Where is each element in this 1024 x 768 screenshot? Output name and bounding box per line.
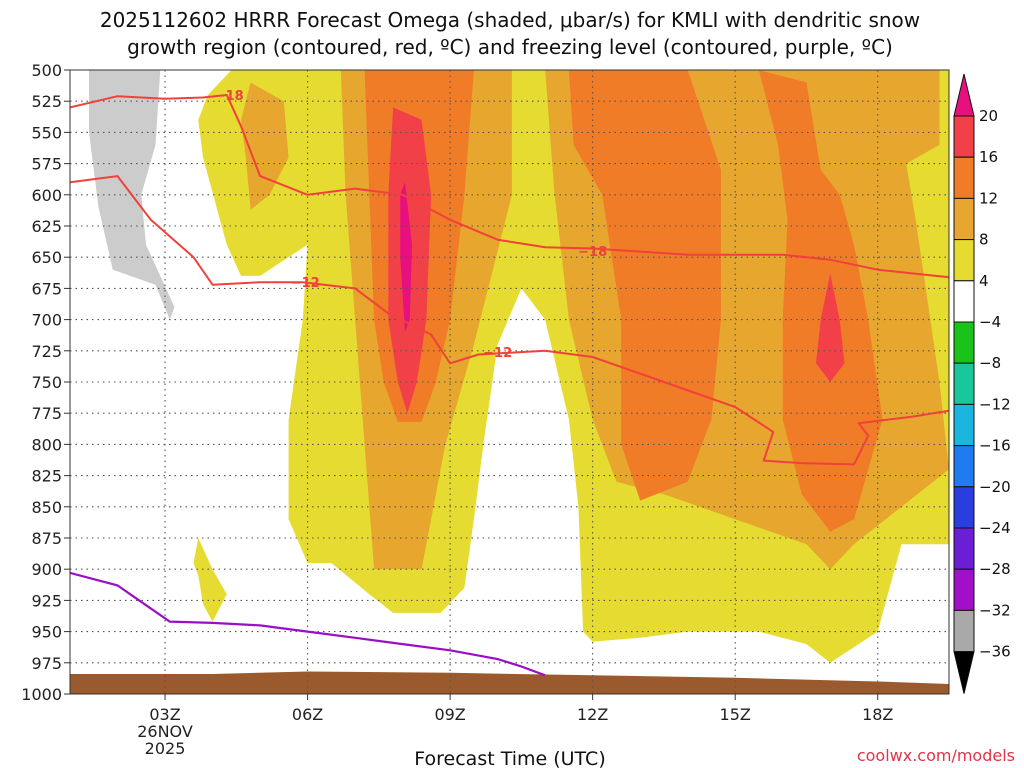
colorbar-level-13: −36 (979, 643, 1011, 661)
y-tick-label-800: 800 (31, 435, 62, 454)
colorbar-bin-4 (953, 239, 975, 282)
y-tick-label-600: 600 (31, 186, 62, 205)
y-tick-label-625: 625 (31, 217, 62, 236)
contour-label-2: −18 (578, 245, 607, 260)
colorbar-bin-7 (953, 362, 975, 405)
colorbar-bin-11 (953, 527, 975, 570)
colorbar-level-7: −12 (979, 395, 1011, 413)
y-tick-label-1000: 1000 (21, 685, 62, 704)
colorbar-level-5: −4 (979, 313, 1001, 331)
y-tick-label-825: 825 (31, 467, 62, 486)
colorbar-level-11: −28 (979, 560, 1011, 578)
credit-text: coolwx.com/models (857, 746, 1015, 765)
omega-region-6 (568, 70, 721, 501)
freezing-level-contour (70, 571, 546, 677)
x-tick-label-09Z: 09Z (434, 705, 465, 724)
colorbar-bin-10 (953, 486, 975, 529)
colorbar-bin-8 (953, 403, 975, 447)
colorbar-bin-6 (953, 321, 975, 364)
y-tick-label-725: 725 (31, 342, 62, 361)
colorbar-bin-5 (953, 280, 975, 323)
colorbar-bin-3 (953, 197, 975, 241)
colorbar-level-8: −16 (979, 437, 1011, 455)
dgz-contour-0 (70, 94, 949, 279)
colorbar-bin-13 (953, 609, 975, 653)
chart-title-line2: growth region (contoured, red, ºC) and f… (127, 35, 893, 59)
y-tick-label-525: 525 (31, 92, 62, 111)
colorbar-level-1: 16 (979, 148, 998, 166)
dgz-contour-1 (70, 175, 949, 466)
y-tick-label-500: 500 (31, 61, 62, 80)
y-tick-label-575: 575 (31, 155, 62, 174)
x-tick-label-15Z: 15Z (720, 705, 751, 724)
y-tick-label-750: 750 (31, 373, 62, 392)
colorbar-bin-2 (953, 156, 975, 199)
contour-label-1: −12 (291, 276, 320, 291)
x-tick-label-12Z: 12Z (577, 705, 608, 724)
chart-title-line1: 2025112602 HRRR Forecast Omega (shaded, … (100, 8, 920, 32)
colorbar-level-6: −8 (979, 354, 1001, 372)
colorbar-cap-bottom (953, 651, 975, 694)
y-tick-label-850: 850 (31, 498, 62, 517)
y-tick-label-775: 775 (31, 404, 62, 423)
colorbar-bin-9 (953, 445, 975, 488)
colorbar-level-12: −32 (979, 601, 1011, 619)
y-tick-label-875: 875 (31, 529, 62, 548)
colorbar-level-4: 4 (979, 272, 989, 290)
x-axis-label: Forecast Time (UTC) (414, 748, 605, 768)
x-tick-label-03Z: 03Z (149, 705, 180, 724)
contour-lines: −18 −12 −18 −12 (70, 89, 949, 677)
y-tick-label-950: 950 (31, 623, 62, 642)
colorbar-level-3: 8 (979, 231, 989, 249)
colorbar-cap-top (953, 73, 975, 117)
colorbar-level-0: 20 (979, 107, 998, 125)
omega-region-12 (117, 70, 137, 145)
y-tick-label-925: 925 (31, 591, 62, 610)
colorbar-bin-1 (953, 115, 975, 158)
contour-label-3: −12 (483, 346, 512, 361)
x-tick-label-18Z: 18Z (862, 705, 893, 724)
y-tick-label-650: 650 (31, 248, 62, 267)
ground-terrain (70, 671, 949, 694)
omega-region-7 (758, 70, 883, 532)
ground-fill (70, 671, 949, 694)
y-axis-ticks: 500 525 550 575 600 625 650 675 700 725 750 775 800 8… (21, 61, 70, 704)
colorbar-bin-12 (953, 568, 975, 611)
omega-region-1 (193, 538, 227, 622)
y-tick-label-550: 550 (31, 123, 62, 142)
colorbar: 20 16 12 8 4 −4 −8 −12 −16 −20 −24 −28 −32 −36 (953, 73, 1011, 694)
x-tick-year: 2025 (145, 739, 186, 758)
omega-region-2 (241, 82, 289, 210)
colorbar-level-9: −20 (979, 478, 1011, 496)
colorbar-level-10: −24 (979, 519, 1011, 537)
x-tick-label-06Z: 06Z (292, 705, 323, 724)
y-tick-label-975: 975 (31, 654, 62, 673)
contour-label-0: −18 (215, 89, 244, 104)
x-tick-date: 26NOV (137, 722, 193, 741)
y-tick-label-675: 675 (31, 279, 62, 298)
y-tick-label-700: 700 (31, 311, 62, 330)
y-tick-label-900: 900 (31, 560, 62, 579)
omega-region-9 (816, 273, 845, 382)
colorbar-level-2: 12 (979, 189, 998, 207)
